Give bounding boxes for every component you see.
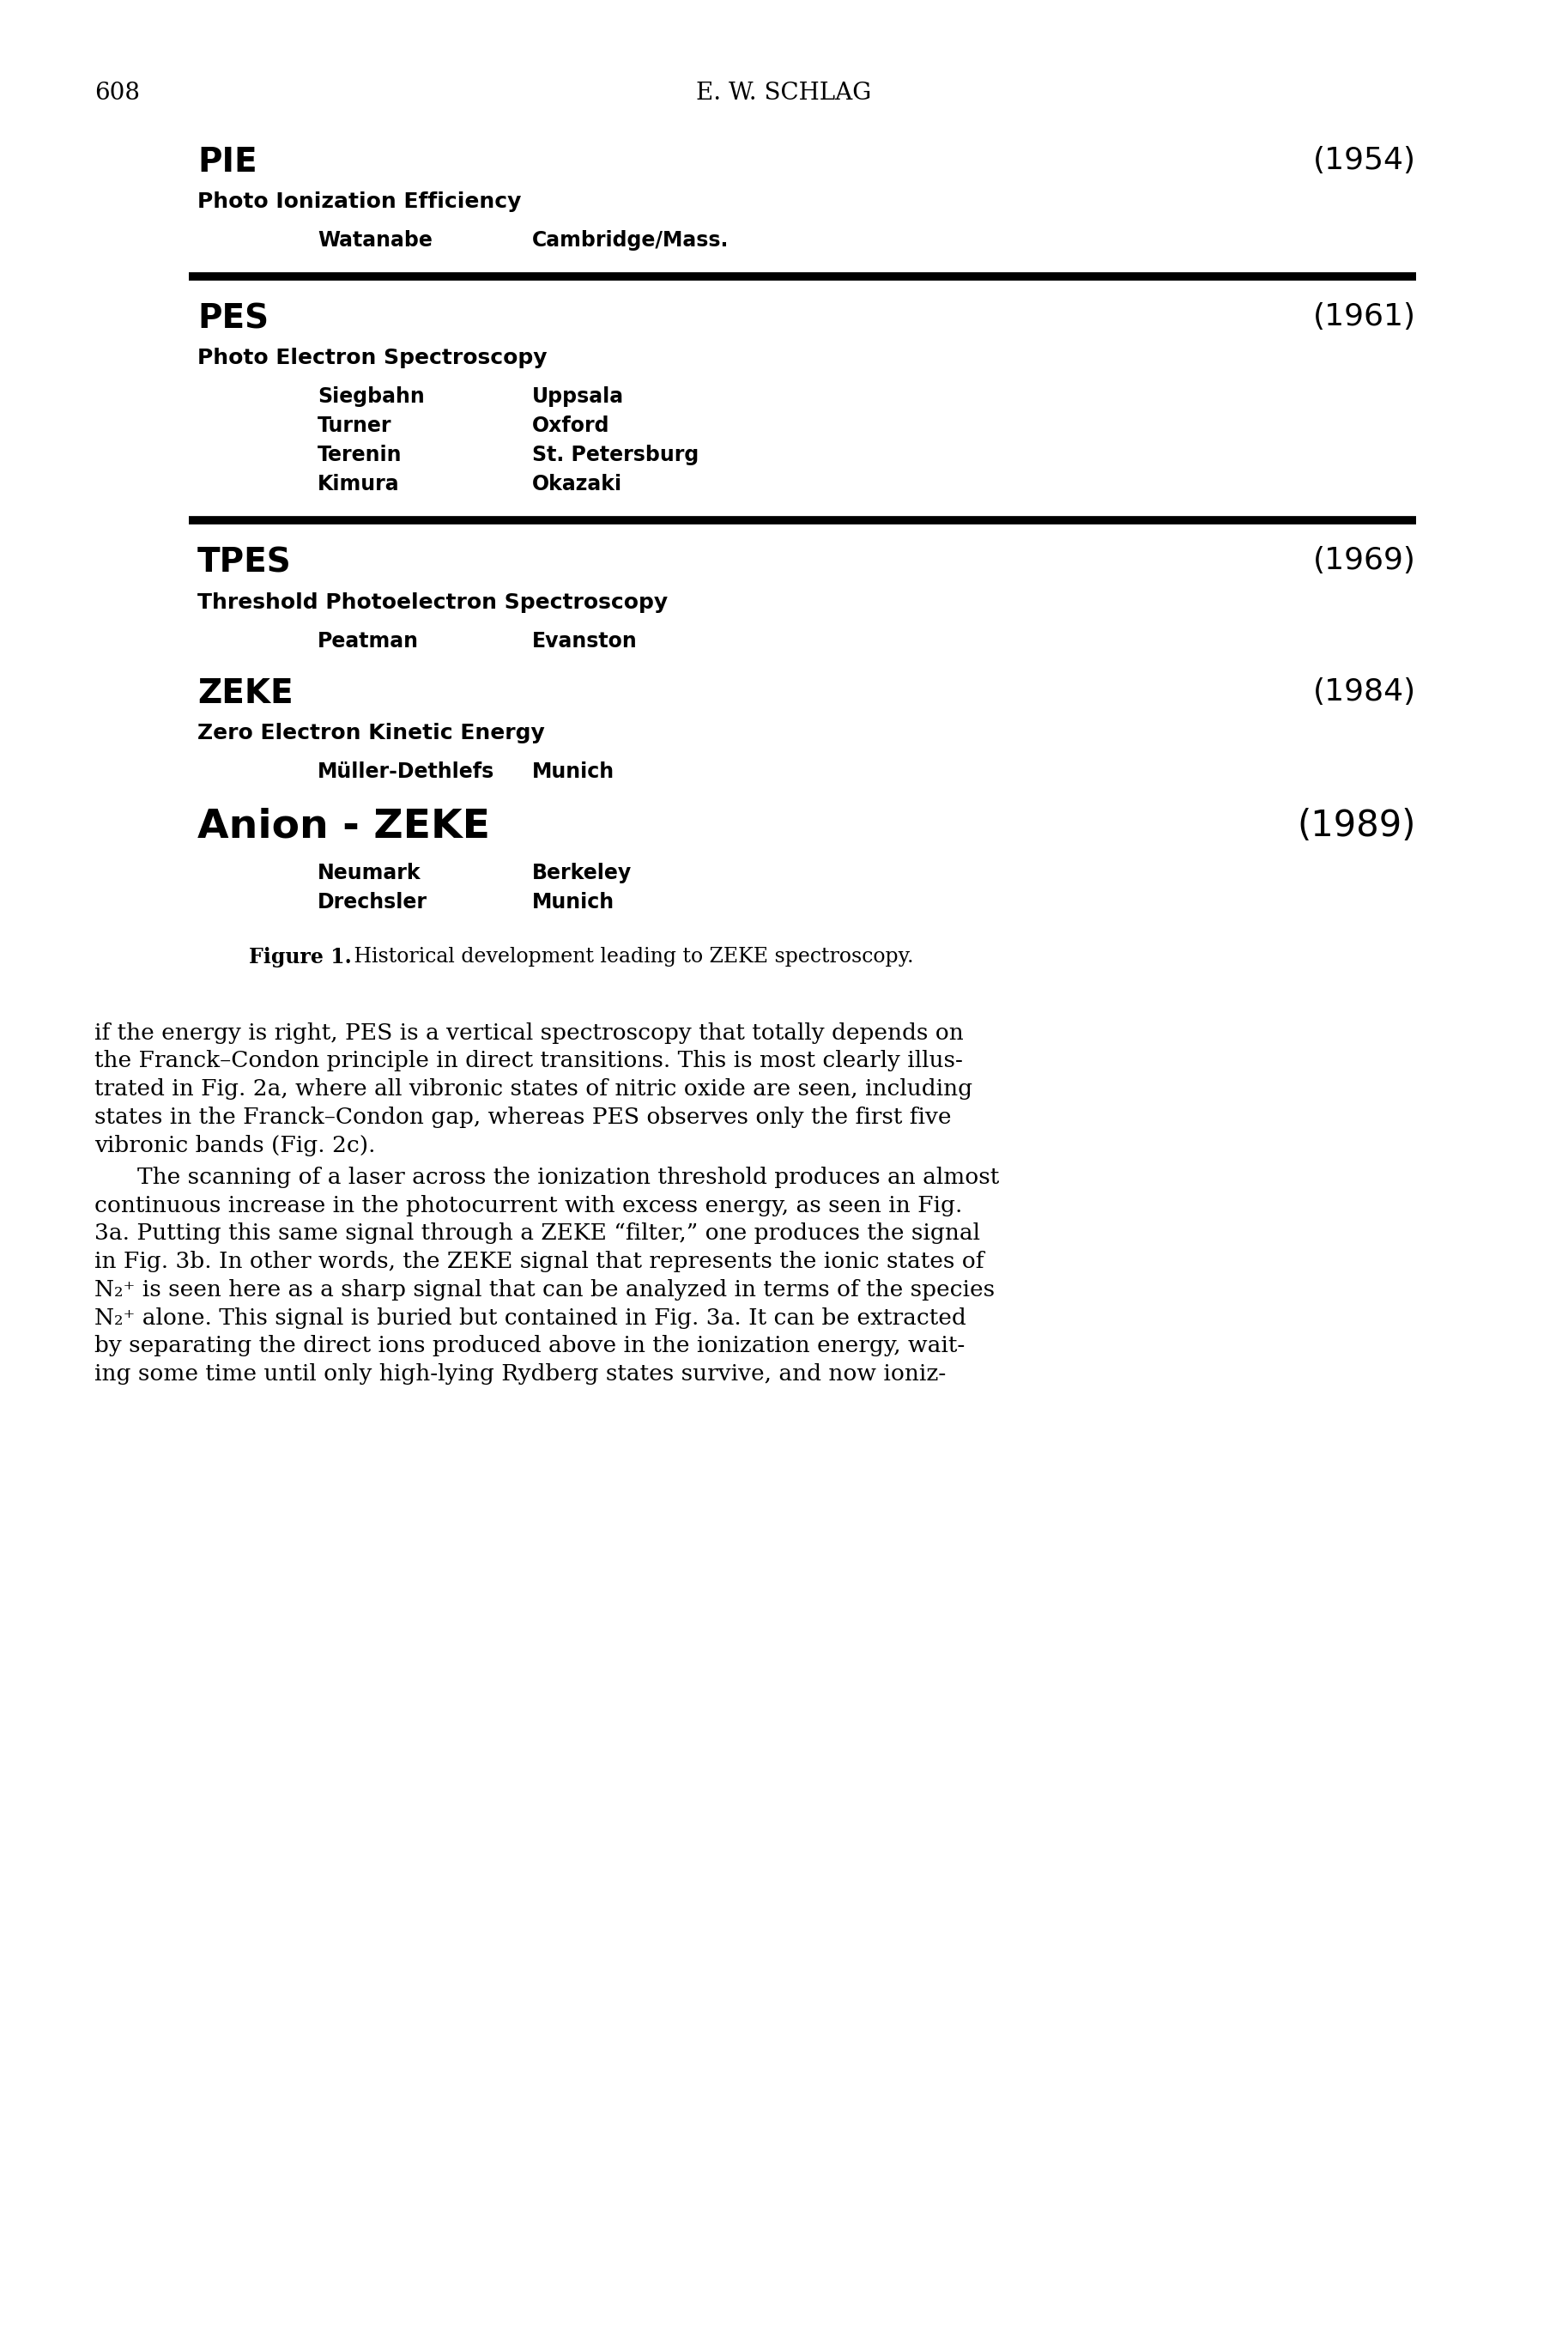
Text: continuous increase in the photocurrent with excess energy, as seen in Fig.: continuous increase in the photocurrent … [94,1195,963,1216]
Text: Müller-Dethlefs: Müller-Dethlefs [318,762,494,783]
Text: (1989): (1989) [1297,808,1416,843]
Text: by separating the direct ions produced above in the ionization energy, wait-: by separating the direct ions produced a… [94,1335,964,1355]
Text: trated in Fig. 2a, where all vibronic states of nitric oxide are seen, including: trated in Fig. 2a, where all vibronic st… [94,1078,972,1099]
Text: PIE: PIE [198,147,257,179]
Text: N₂⁺ is seen here as a sharp signal that can be analyzed in terms of the species: N₂⁺ is seen here as a sharp signal that … [94,1279,994,1300]
Text: ing some time until only high-lying Rydberg states survive, and now ioniz-: ing some time until only high-lying Rydb… [94,1362,946,1383]
Text: The scanning of a laser across the ionization threshold produces an almost: The scanning of a laser across the ioniz… [138,1167,999,1188]
Text: the Franck–Condon principle in direct transitions. This is most clearly illus-: the Franck–Condon principle in direct tr… [94,1050,963,1071]
Text: PES: PES [198,303,268,335]
Text: (1984): (1984) [1312,678,1416,706]
Text: Munich: Munich [532,892,615,913]
Text: Peatman: Peatman [318,631,419,652]
Text: Photo Ionization Efficiency: Photo Ionization Efficiency [198,191,521,212]
Text: Munich: Munich [532,762,615,783]
Text: in Fig. 3b. In other words, the ZEKE signal that represents the ionic states of: in Fig. 3b. In other words, the ZEKE sig… [94,1251,985,1272]
Text: Neumark: Neumark [318,864,422,883]
Text: vibronic bands (Fig. 2c).: vibronic bands (Fig. 2c). [94,1134,375,1155]
Text: Historical development leading to ZEKE spectroscopy.: Historical development leading to ZEKE s… [334,948,914,967]
Text: Terenin: Terenin [318,445,401,466]
Text: 608: 608 [94,82,140,105]
Text: Okazaki: Okazaki [532,475,622,494]
Text: Turner: Turner [318,417,392,436]
Text: 3a. Putting this same signal through a ZEKE “filter,” one produces the signal: 3a. Putting this same signal through a Z… [94,1223,980,1244]
Text: (1954): (1954) [1312,147,1416,175]
Text: ZEKE: ZEKE [198,678,293,710]
Text: Zero Electron Kinetic Energy: Zero Electron Kinetic Energy [198,722,544,743]
Text: Photo Electron Spectroscopy: Photo Electron Spectroscopy [198,347,547,368]
Text: Siegbahn: Siegbahn [318,387,425,408]
Text: Threshold Photoelectron Spectroscopy: Threshold Photoelectron Spectroscopy [198,592,668,613]
Text: if the energy is right, PES is a vertical spectroscopy that totally depends on: if the energy is right, PES is a vertica… [94,1022,964,1043]
Text: TPES: TPES [198,547,292,580]
Text: Evanston: Evanston [532,631,638,652]
Text: Kimura: Kimura [318,475,400,494]
Text: Drechsler: Drechsler [318,892,428,913]
Text: N₂⁺ alone. This signal is buried but contained in Fig. 3a. It can be extracted: N₂⁺ alone. This signal is buried but con… [94,1307,966,1328]
Text: Cambridge/Mass.: Cambridge/Mass. [532,231,729,252]
Text: Oxford: Oxford [532,417,610,436]
Text: Figure 1.: Figure 1. [249,948,351,969]
Text: Anion - ZEKE: Anion - ZEKE [198,808,491,845]
Text: states in the Franck–Condon gap, whereas PES observes only the first five: states in the Franck–Condon gap, whereas… [94,1106,952,1127]
Text: Uppsala: Uppsala [532,387,624,408]
Text: E. W. SCHLAG: E. W. SCHLAG [696,82,872,105]
Text: Berkeley: Berkeley [532,864,632,883]
Text: (1961): (1961) [1312,303,1416,331]
Text: St. Petersburg: St. Petersburg [532,445,699,466]
Text: Watanabe: Watanabe [318,231,433,252]
Text: (1969): (1969) [1314,547,1416,575]
